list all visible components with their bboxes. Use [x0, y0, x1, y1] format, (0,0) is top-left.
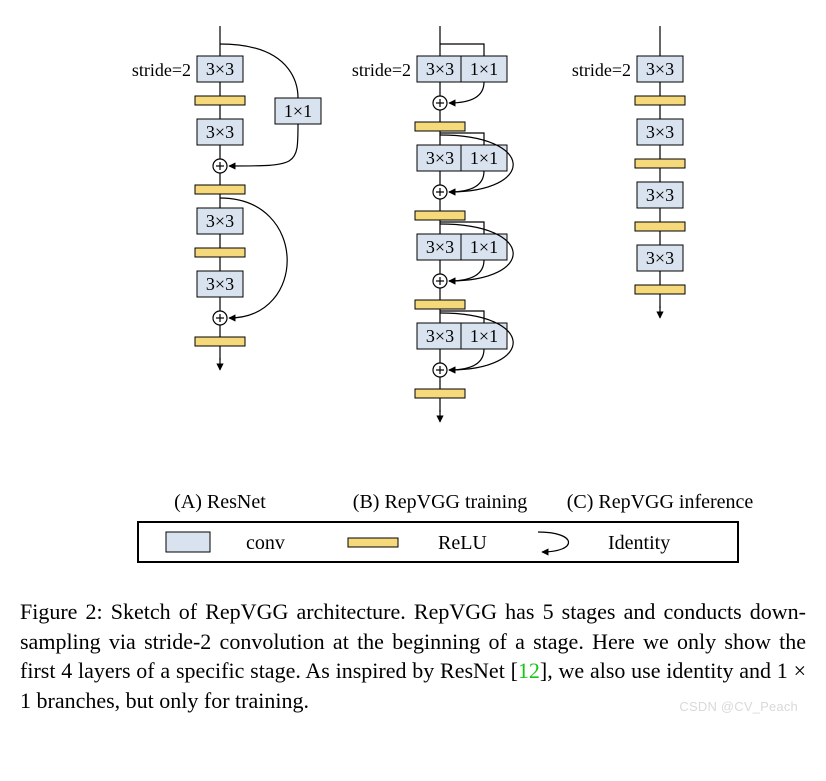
- conv-1x1-label: 1×1: [470, 148, 498, 168]
- conv-label: 3×3: [426, 237, 454, 257]
- stride-label: stride=2: [132, 60, 191, 80]
- column-label: (A) ResNet: [174, 491, 266, 513]
- conv-1x1-label: 1×1: [470, 59, 498, 79]
- conv-label: 3×3: [206, 122, 234, 142]
- conv-label: 3×3: [206, 59, 234, 79]
- relu-box: [635, 222, 685, 231]
- conv-label: 3×3: [426, 59, 454, 79]
- watermark: CSDN @CV_Peach: [679, 699, 798, 714]
- legend-relu-label: ReLU: [438, 532, 487, 554]
- stride-label: stride=2: [572, 60, 631, 80]
- conv-label: 3×3: [426, 326, 454, 346]
- conv-label: 3×3: [206, 211, 234, 231]
- column-label: (C) RepVGG inference: [567, 491, 754, 513]
- stride-label: stride=2: [352, 60, 411, 80]
- legend-relu-swatch: [348, 538, 398, 547]
- conv-label: 3×3: [646, 248, 674, 268]
- relu-box: [415, 211, 465, 220]
- legend-identity-swatch: [538, 532, 569, 552]
- caption-reference: 12: [518, 658, 540, 683]
- relu-box: [195, 185, 245, 194]
- conv-label: 3×3: [646, 59, 674, 79]
- conv-label: 3×3: [206, 274, 234, 294]
- conv-label: 3×3: [646, 122, 674, 142]
- architecture-diagram: stride=2 3×3 3×3 3×3 3×3 1×1 (A) ResNet stride=…: [20, 20, 806, 580]
- relu-box: [195, 96, 245, 105]
- relu-box: [635, 96, 685, 105]
- relu-box: [195, 337, 245, 346]
- relu-box: [415, 122, 465, 131]
- conv-1x1-label: 1×1: [470, 326, 498, 346]
- figure-container: stride=2 3×3 3×3 3×3 3×3 1×1 (A) ResNet stride=…: [20, 20, 806, 716]
- relu-box: [635, 159, 685, 168]
- legend-conv-label: conv: [246, 532, 285, 554]
- conv-1x1-label: 1×1: [470, 237, 498, 257]
- legend-conv-swatch: [166, 532, 210, 552]
- conv-label: 3×3: [426, 148, 454, 168]
- conv-label: 3×3: [646, 185, 674, 205]
- conv-1x1-branch-label: 1×1: [284, 101, 312, 121]
- relu-box: [195, 248, 245, 257]
- column-label: (B) RepVGG training: [353, 491, 527, 513]
- relu-box: [415, 300, 465, 309]
- relu-box: [415, 389, 465, 398]
- relu-box: [635, 285, 685, 294]
- legend-identity-label: Identity: [608, 532, 670, 554]
